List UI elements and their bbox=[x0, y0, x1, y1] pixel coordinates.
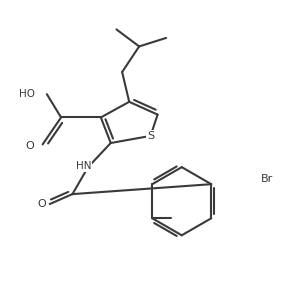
Text: Br: Br bbox=[261, 174, 273, 184]
Text: HN: HN bbox=[76, 161, 91, 171]
Text: O: O bbox=[38, 199, 46, 209]
Text: S: S bbox=[147, 131, 154, 141]
Text: HO: HO bbox=[19, 89, 35, 99]
Text: O: O bbox=[26, 141, 34, 151]
